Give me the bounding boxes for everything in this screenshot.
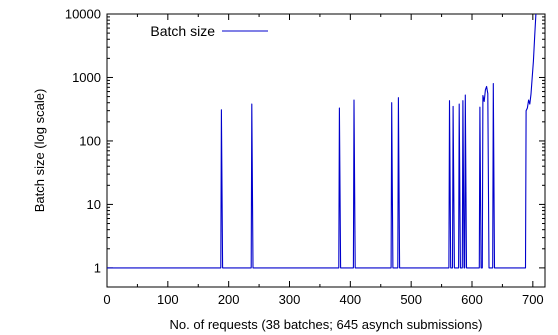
y-tick-label: 1 — [94, 260, 101, 275]
x-tick-label: 0 — [103, 292, 110, 307]
y-tick-label: 10000 — [65, 7, 101, 22]
legend: Batch size — [150, 23, 268, 39]
x-tick-label: 600 — [461, 292, 483, 307]
x-tick-label: 200 — [218, 292, 240, 307]
series-layer — [107, 13, 537, 269]
x-axis-title: No. of requests (38 batches; 645 asynch … — [170, 317, 483, 332]
series-line-batch-size — [107, 13, 537, 269]
x-tick-label: 100 — [157, 292, 179, 307]
y-tick-label: 10 — [87, 197, 101, 212]
ticks: 0 100 200 300 400 500 600 700 1 10 100 1000 10000 — [65, 7, 545, 307]
y-axis-title: Batch size (log scale) — [32, 89, 47, 213]
x-tick-label: 700 — [522, 292, 544, 307]
y-tick-label: 1000 — [72, 70, 101, 85]
x-tick-label: 300 — [279, 292, 301, 307]
y-tick-label: 100 — [79, 133, 101, 148]
x-tick-label: 400 — [339, 292, 361, 307]
x-tick-label: 500 — [400, 292, 422, 307]
legend-label: Batch size — [150, 23, 215, 39]
